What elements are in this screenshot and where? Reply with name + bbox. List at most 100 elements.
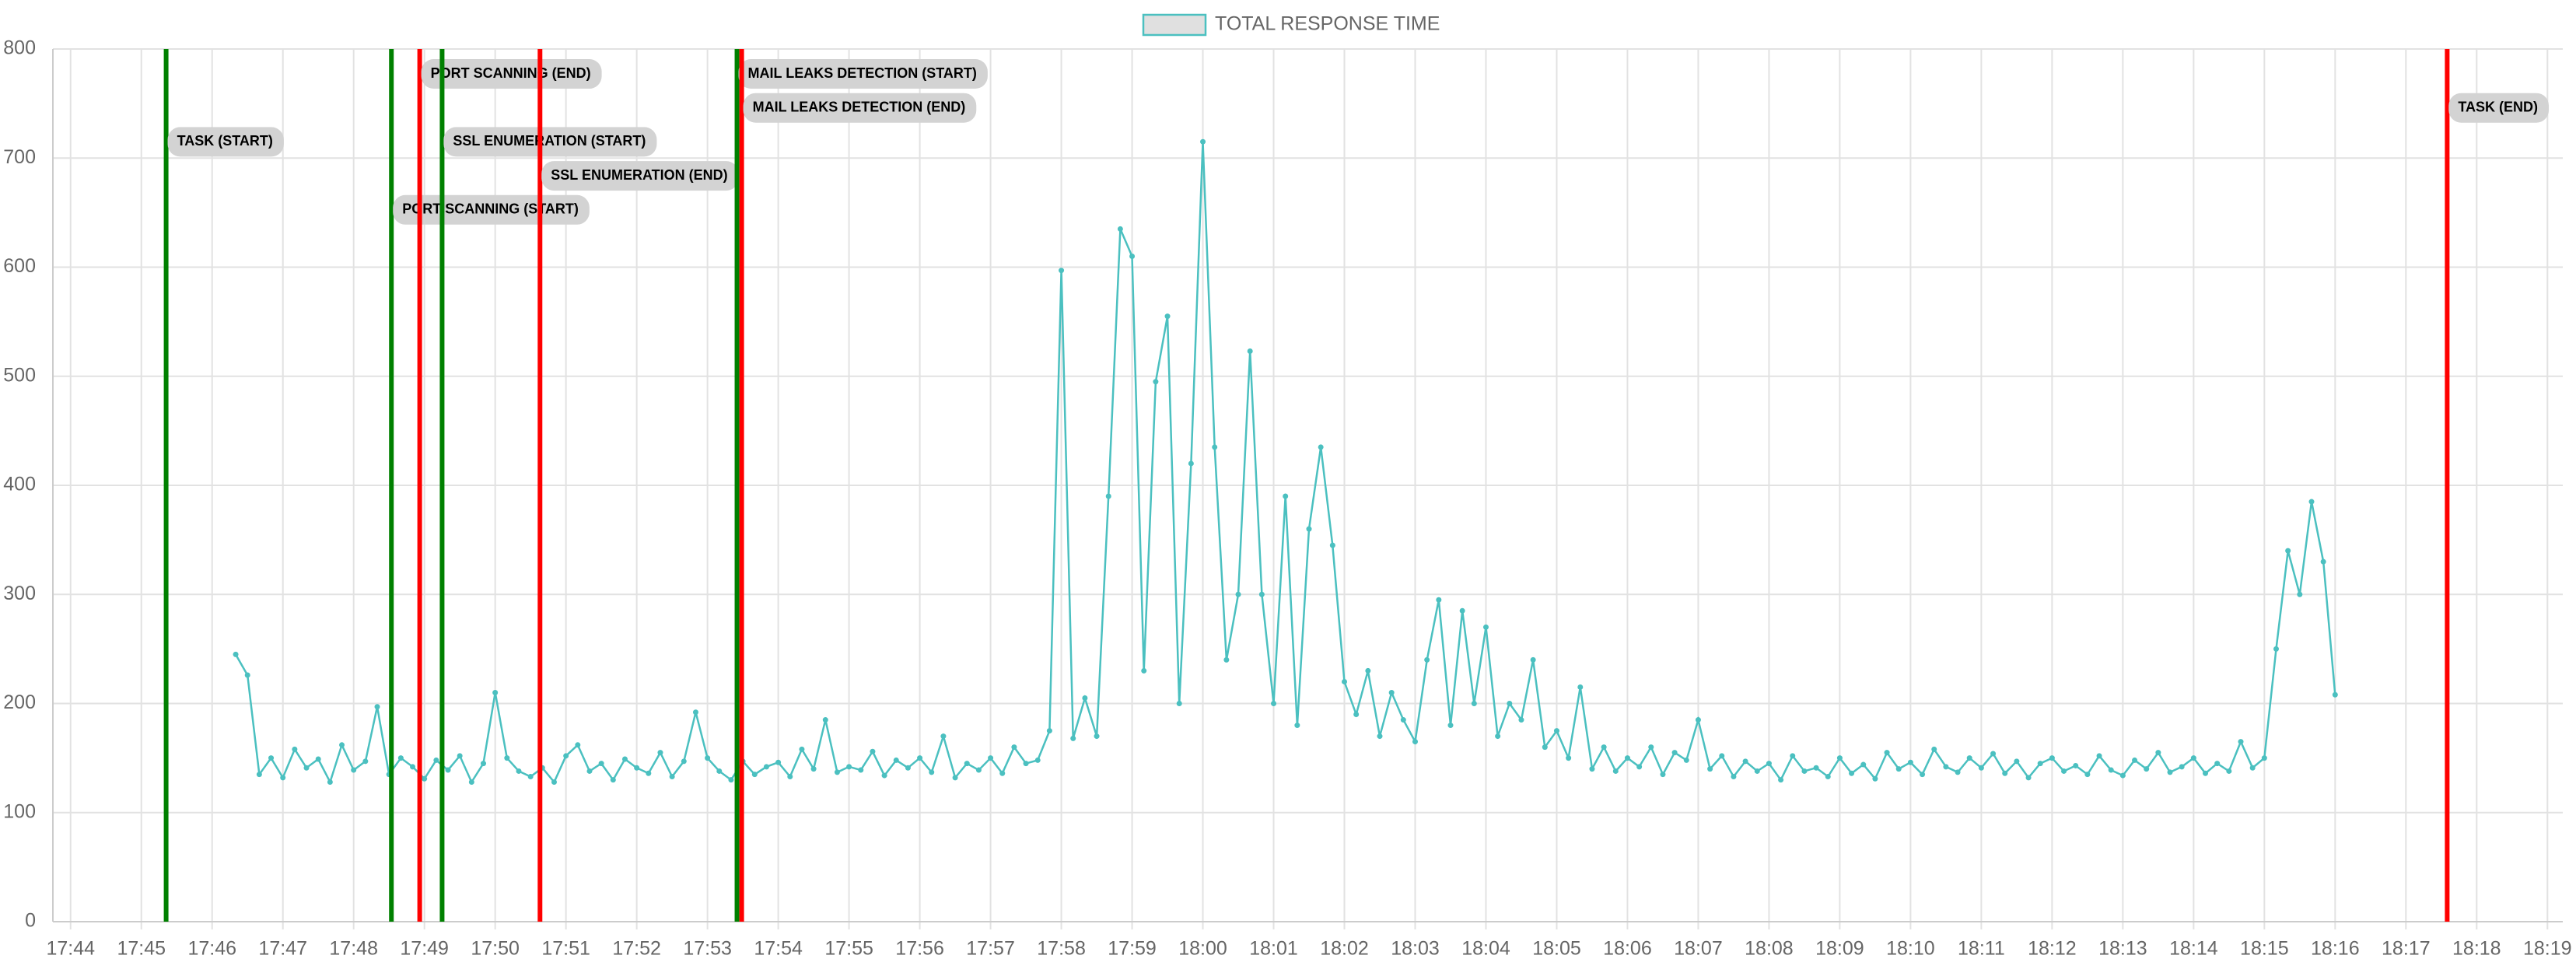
data-point [2049, 755, 2055, 761]
data-point [563, 753, 569, 759]
data-point [1660, 772, 1666, 778]
data-point [1377, 733, 1383, 740]
x-tick-label: 18:17 [2382, 938, 2431, 960]
data-point [2332, 691, 2338, 698]
annotation-box [743, 93, 977, 123]
annotation-box [738, 59, 988, 89]
data-point [1482, 624, 1489, 630]
data-point [1542, 744, 1548, 751]
data-point [2132, 757, 2138, 763]
y-tick-label: 100 [3, 800, 36, 822]
data-point [1683, 757, 1689, 763]
x-tick-label: 18:04 [1461, 938, 1510, 960]
annotation-box [2448, 93, 2550, 123]
x-tick-label: 18:14 [2169, 938, 2218, 960]
data-point [1707, 766, 1713, 772]
data-point [1695, 717, 1701, 723]
data-point [751, 772, 758, 778]
data-point [481, 761, 487, 767]
data-point [1566, 755, 1572, 761]
data-point [1553, 728, 1559, 734]
data-point [1342, 678, 1348, 684]
data-point [2096, 753, 2102, 759]
annotation-text: TASK (START) [177, 133, 273, 149]
data-point [1353, 712, 1360, 718]
data-point [2320, 558, 2326, 565]
data-point [1671, 750, 1678, 756]
data-point [1011, 744, 1017, 751]
data-point [374, 704, 380, 710]
data-point [917, 755, 923, 761]
data-point [1188, 460, 1194, 467]
data-point [1235, 591, 1241, 597]
data-point [870, 748, 876, 754]
data-point [1731, 773, 1737, 779]
data-point [1813, 765, 1819, 771]
legend-swatch [1142, 13, 1207, 37]
data-point [2025, 775, 2032, 781]
data-point [1825, 773, 1831, 779]
data-point [1990, 751, 1997, 757]
y-tick-label: 300 [3, 583, 36, 604]
data-point [1294, 723, 1300, 729]
data-point [2167, 769, 2173, 775]
data-point [327, 779, 333, 785]
data-point [1978, 765, 1984, 771]
data-point [433, 757, 439, 763]
data-point [1895, 766, 1902, 772]
data-point [2084, 772, 2091, 778]
x-tick-label: 18:18 [2452, 938, 2501, 960]
data-point [1636, 764, 1643, 770]
x-tick-label: 17:51 [541, 938, 590, 960]
data-point [1955, 769, 1961, 775]
x-tick-label: 17:45 [117, 938, 166, 960]
x-tick-label: 18:09 [1815, 938, 1864, 960]
data-point [1070, 735, 1076, 741]
y-tick-label: 0 [25, 910, 36, 932]
data-point [1283, 493, 1289, 499]
data-point [233, 651, 239, 657]
x-tick-label: 18:16 [2311, 938, 2360, 960]
data-point [1271, 701, 1277, 706]
annotation-text: TASK (END) [2458, 99, 2538, 114]
x-tick-label: 17:50 [471, 938, 520, 960]
data-point [1436, 597, 1442, 603]
data-point [834, 769, 840, 775]
data-point [2037, 761, 2043, 767]
data-point [952, 775, 958, 781]
data-point [268, 755, 275, 761]
data-point [2285, 548, 2291, 554]
annotation-text: SSL ENUMERATION (END) [551, 167, 727, 183]
data-point [527, 773, 534, 779]
annotation-box [167, 127, 284, 157]
data-point [1059, 268, 1065, 274]
data-point [2261, 755, 2267, 761]
data-point [1094, 733, 1100, 740]
data-point [292, 746, 298, 752]
y-tick-label: 700 [3, 146, 36, 168]
data-point [504, 755, 510, 761]
data-point [1129, 253, 1136, 259]
x-tick-label: 18:03 [1391, 938, 1440, 960]
data-point [646, 770, 652, 776]
x-tick-label: 18:06 [1603, 938, 1652, 960]
annotation-text: PORT SCANNING (END) [431, 65, 591, 81]
data-point [1601, 744, 1607, 751]
data-point [2190, 755, 2196, 761]
data-point [1447, 723, 1454, 729]
data-point [397, 755, 404, 761]
data-point [2308, 499, 2315, 505]
data-point [716, 768, 723, 774]
y-tick-label: 800 [3, 37, 36, 59]
data-point [1943, 764, 1949, 770]
data-point [705, 755, 711, 761]
data-point [1766, 761, 1772, 767]
x-tick-label: 17:52 [612, 938, 661, 960]
data-point [598, 761, 604, 767]
data-point [1258, 591, 1265, 597]
data-point [1860, 761, 1867, 768]
annotation-label: PORT SCANNING (START) [393, 194, 590, 225]
data-point [2014, 758, 2020, 765]
x-tick-label: 18:10 [1886, 938, 1935, 960]
